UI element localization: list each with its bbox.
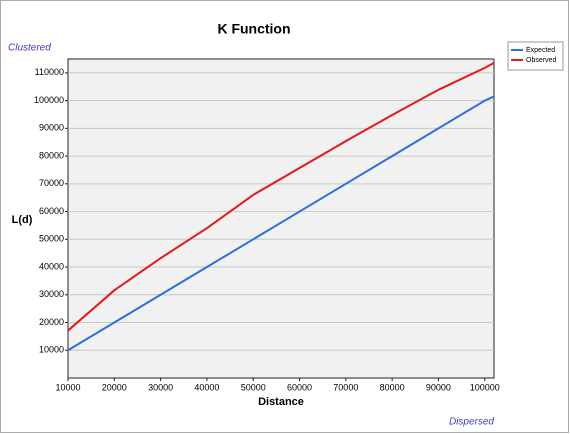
x-tick-label: 60000 bbox=[287, 382, 312, 392]
x-tick-label: 50000 bbox=[241, 382, 266, 392]
x-axis-label: Distance bbox=[258, 396, 304, 408]
series-line bbox=[67, 62, 495, 332]
y-tick-label: 40000 bbox=[39, 261, 64, 271]
x-tick-label: 20000 bbox=[102, 382, 127, 392]
x-tick-label: 10000 bbox=[55, 382, 80, 392]
y-tick-label: 60000 bbox=[39, 206, 64, 216]
y-tick-label: 110000 bbox=[35, 67, 64, 77]
y-tick-label: 90000 bbox=[39, 123, 64, 133]
x-tick-label: 40000 bbox=[194, 382, 219, 392]
y-tick-label: 30000 bbox=[39, 289, 64, 299]
x-tick-label: 80000 bbox=[380, 382, 405, 392]
clustered-label: Clustered bbox=[8, 43, 51, 54]
y-tick-label: 80000 bbox=[39, 150, 64, 160]
y-tick-label: 20000 bbox=[39, 317, 64, 327]
x-tick-label: 70000 bbox=[333, 382, 358, 392]
dispersed-label: Dispersed bbox=[449, 417, 494, 428]
y-tick-label: 10000 bbox=[39, 345, 64, 355]
legend bbox=[507, 41, 564, 71]
x-tick-label: 100000 bbox=[470, 382, 500, 392]
x-tick-label: 30000 bbox=[148, 382, 173, 392]
y-axis-label: L(d) bbox=[12, 214, 33, 226]
series-line bbox=[67, 95, 495, 352]
legend-label: Observed bbox=[526, 57, 556, 64]
x-tick-label: 90000 bbox=[426, 382, 451, 392]
plot-area bbox=[67, 58, 495, 379]
y-tick-label: 50000 bbox=[39, 234, 64, 244]
chart-title: K Function bbox=[217, 21, 290, 37]
y-tick-label: 100000 bbox=[34, 95, 64, 105]
y-tick-label: 70000 bbox=[39, 178, 64, 188]
legend-label: Expected bbox=[526, 47, 555, 54]
